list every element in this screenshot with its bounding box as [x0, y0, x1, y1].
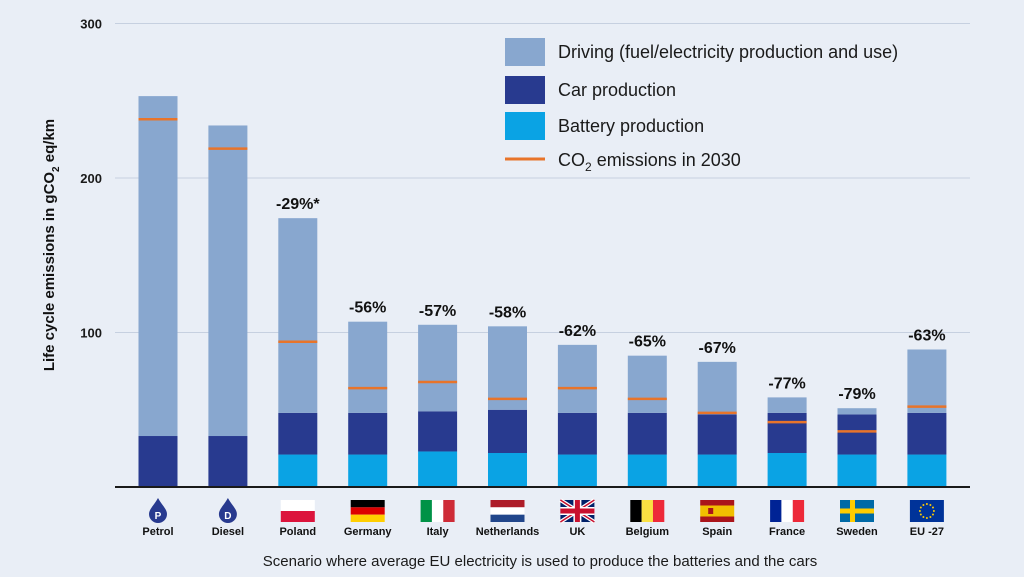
- category-label-italy: Italy: [427, 526, 450, 538]
- svg-text:P: P: [155, 511, 162, 522]
- category-axis: Petrol P Diesel D Poland Germany Italy Netherla…: [142, 498, 944, 538]
- svg-text:D: D: [224, 511, 231, 522]
- percent-label-belgium: -65%: [629, 334, 666, 351]
- bar-driving-fuel-electricity-production-and-use-italy: [418, 324, 458, 412]
- bar-battery-production-germany: [348, 454, 388, 487]
- bar-driving-fuel-electricity-production-and-use-germany: [348, 321, 388, 413]
- bar-car-production-sweden: [837, 414, 877, 455]
- uk-flag-icon: [559, 498, 596, 524]
- y-tick-label: 100: [80, 326, 102, 341]
- co2-2030-markers: [138, 118, 947, 433]
- category-label-netherlands: Netherlands: [476, 526, 540, 538]
- category-label-eu-27: EU -27: [910, 526, 944, 538]
- category-label-uk: UK: [569, 526, 585, 538]
- bar-driving-fuel-electricity-production-and-use-belgium: [627, 355, 667, 413]
- bar-battery-production-eu-27: [907, 454, 947, 487]
- germany-flag-icon: [350, 500, 385, 522]
- category-label-belgium: Belgium: [626, 526, 670, 538]
- bar-battery-production-netherlands: [488, 453, 527, 487]
- bar-battery-production-sweden: [837, 454, 877, 487]
- y-axis-label: Life cycle emissions in gCO2 eq/km: [41, 119, 62, 371]
- percent-label-netherlands: -58%: [489, 304, 526, 321]
- bar-car-production-poland: [278, 412, 318, 455]
- percent-label-germany: -56%: [349, 300, 386, 317]
- legend-label-driving: Driving (fuel/electricity production and…: [558, 42, 898, 62]
- category-label-poland: Poland: [279, 526, 316, 538]
- legend: Driving (fuel/electricity production and…: [505, 38, 898, 174]
- france-flag-icon: [770, 500, 805, 522]
- bar-car-production-italy: [418, 411, 458, 452]
- x-axis-label: Scenario where average EU electricity is…: [263, 553, 817, 570]
- diesel-drop-icon: D: [218, 498, 237, 523]
- bar-battery-production-uk: [557, 454, 597, 487]
- bar-driving-fuel-electricity-production-and-use-eu-27: [907, 349, 947, 413]
- bar-car-production-belgium: [627, 412, 667, 455]
- bar-battery-production-france: [767, 453, 807, 487]
- bar-driving-fuel-electricity-production-and-use-diesel: [208, 125, 248, 437]
- bar-car-production-spain: [697, 414, 737, 455]
- bar-car-production-germany: [348, 412, 388, 455]
- bar-car-production-france: [767, 412, 807, 454]
- bar-car-production-uk: [557, 412, 597, 455]
- legend-swatch-driving: [505, 38, 545, 66]
- gridlines: [115, 23, 970, 333]
- percent-labels: -29%* -56% -57% -58% -62% -65% -67% -77% -79% -63…: [276, 196, 946, 403]
- bar-driving-fuel-electricity-production-and-use-petrol: [138, 96, 178, 437]
- legend-swatch-battery: [505, 112, 545, 140]
- spain-flag-icon: [700, 500, 735, 522]
- y-tick-label: 200: [80, 171, 102, 186]
- category-label-spain: Spain: [702, 526, 732, 538]
- bar-driving-fuel-electricity-production-and-use-spain: [697, 361, 737, 415]
- bar-car-production-petrol: [138, 436, 178, 487]
- italy-flag-icon: [420, 500, 455, 522]
- bar-driving-fuel-electricity-production-and-use-sweden: [837, 408, 877, 415]
- category-label-germany: Germany: [344, 526, 393, 538]
- legend-swatch-car: [505, 76, 545, 104]
- category-label-diesel: Diesel: [212, 526, 244, 538]
- bar-car-production-diesel: [208, 436, 248, 487]
- netherlands-flag-icon: [490, 500, 525, 522]
- percent-label-spain: -67%: [699, 340, 736, 357]
- legend-label-battery: Battery production: [558, 116, 704, 136]
- category-label-france: France: [769, 526, 805, 538]
- percent-label-italy: -57%: [419, 303, 456, 320]
- y-tick-label: 300: [80, 17, 102, 32]
- bar-car-production-eu-27: [907, 412, 947, 455]
- belgium-flag-icon: [630, 500, 665, 522]
- y-axis-ticks: 100 200 300: [80, 17, 102, 341]
- percent-label-eu-27: -63%: [908, 327, 945, 344]
- bar-driving-fuel-electricity-production-and-use-france: [767, 397, 807, 413]
- petrol-pump-icon: P: [149, 498, 167, 523]
- poland-flag-icon: [280, 500, 315, 522]
- eu-flag-icon: [909, 500, 944, 522]
- sweden-flag-icon: [840, 500, 874, 522]
- percent-label-uk: -62%: [559, 323, 596, 340]
- percent-label-poland: -29%*: [276, 196, 320, 213]
- bar-battery-production-spain: [697, 454, 737, 487]
- bar-driving-fuel-electricity-production-and-use-poland: [278, 218, 318, 413]
- bar-battery-production-poland: [278, 454, 318, 487]
- category-label-petrol: Petrol: [142, 526, 173, 538]
- category-label-sweden: Sweden: [836, 526, 878, 538]
- legend-label-car: Car production: [558, 80, 676, 100]
- bar-battery-production-italy: [418, 451, 458, 487]
- percent-label-sweden: -79%: [838, 386, 875, 403]
- bar-car-production-netherlands: [488, 409, 527, 454]
- bars: [138, 96, 947, 487]
- bar-battery-production-belgium: [627, 454, 667, 487]
- legend-label-co2: CO2 emissions in 2030: [558, 150, 741, 174]
- percent-label-france: -77%: [768, 375, 805, 392]
- bar-driving-fuel-electricity-production-and-use-uk: [557, 344, 597, 413]
- bar-driving-fuel-electricity-production-and-use-netherlands: [488, 326, 527, 410]
